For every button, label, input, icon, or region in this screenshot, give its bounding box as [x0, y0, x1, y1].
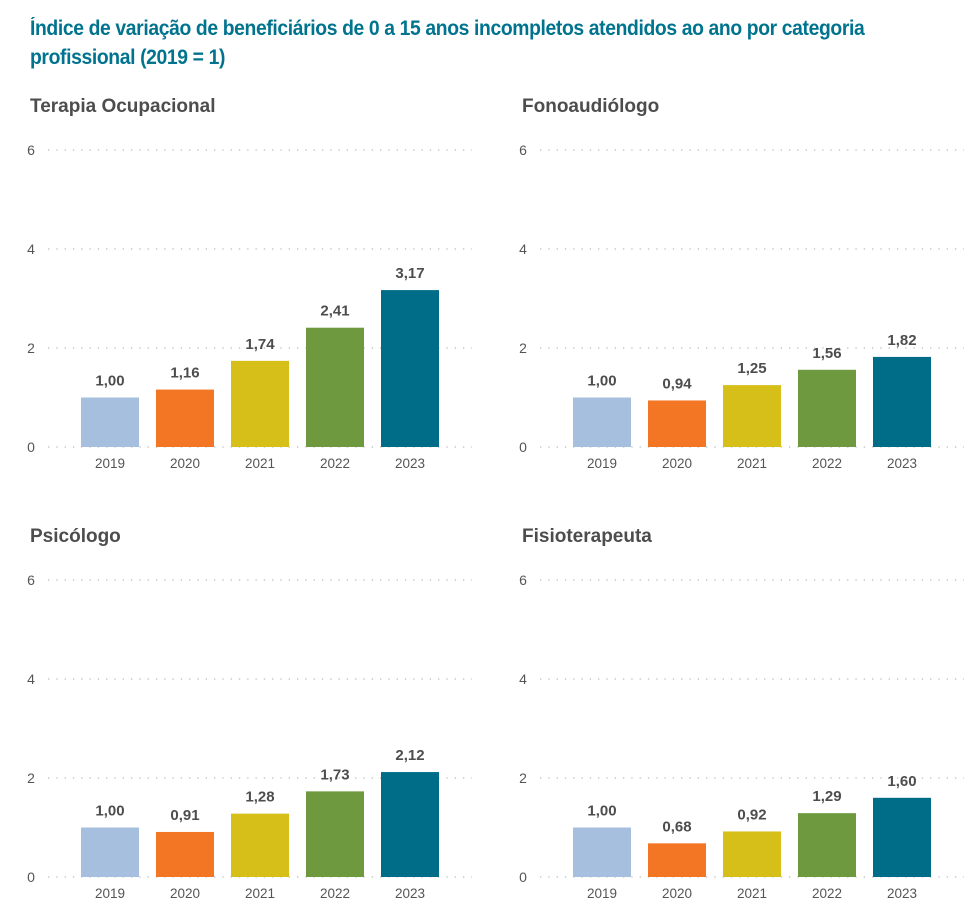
value-label: 0,94: [662, 375, 692, 392]
bar-2022: [306, 327, 364, 447]
bar-2023: [381, 772, 439, 877]
value-label: 3,17: [395, 265, 424, 282]
value-label: 1,16: [170, 365, 199, 382]
bar-2020: [156, 389, 214, 447]
bar-2021: [723, 831, 781, 877]
value-label: 0,92: [737, 806, 766, 823]
y-tick-label: 0: [27, 439, 35, 455]
bar-2023: [381, 290, 439, 447]
x-tick-label: 2020: [170, 456, 200, 471]
bar-2019: [81, 397, 139, 447]
x-tick-label: 2021: [245, 886, 275, 901]
chart-title: Índice de variação de beneficiários de 0…: [30, 17, 865, 69]
bar-2019: [81, 827, 139, 877]
x-tick-label: 2022: [812, 456, 842, 471]
y-tick-label: 4: [519, 241, 527, 257]
bar-2021: [231, 813, 289, 877]
bar-2022: [306, 791, 364, 877]
x-tick-label: 2022: [320, 886, 350, 901]
value-label: 1,60: [887, 773, 916, 790]
value-label: 1,00: [587, 373, 616, 390]
y-tick-label: 0: [519, 869, 527, 885]
panel-title: Psicólogo: [30, 526, 121, 547]
x-tick-label: 2021: [245, 456, 275, 471]
x-tick-label: 2023: [395, 886, 425, 901]
panel-3: Psicólogo 0 2 4 6 1,00 2019 0,91 2020 1,28 2021 1,7…: [27, 526, 472, 901]
x-tick-label: 2019: [95, 886, 125, 901]
x-tick-label: 2023: [887, 456, 917, 471]
x-tick-label: 2020: [662, 886, 692, 901]
bar-2020: [156, 831, 214, 877]
y-tick-label: 2: [27, 340, 35, 356]
x-tick-label: 2019: [587, 886, 617, 901]
x-tick-label: 2019: [95, 456, 125, 471]
x-tick-label: 2020: [170, 886, 200, 901]
x-tick-label: 2022: [320, 456, 350, 471]
value-label: 1,28: [245, 789, 274, 806]
bar-2022: [798, 369, 856, 447]
value-label: 2,12: [395, 747, 424, 764]
panel-title: Fonoaudiólogo: [522, 96, 659, 117]
value-label: 1,73: [320, 766, 349, 783]
panel-1: Terapia Ocupacional 0 2 4 6 1,00 2019 1,16 2020 1…: [27, 96, 472, 471]
x-tick-label: 2023: [395, 456, 425, 471]
panel-2: Fonoaudiólogo 0 2 4 6 1,00 2019 0,94 2020 1,25 202…: [519, 96, 964, 471]
value-label: 1,56: [812, 345, 841, 362]
y-tick-label: 6: [27, 572, 35, 588]
value-label: 1,00: [587, 803, 616, 820]
value-label: 1,74: [245, 336, 275, 353]
bar-2019: [573, 397, 631, 447]
y-tick-label: 2: [519, 340, 527, 356]
y-tick-label: 4: [27, 671, 35, 687]
value-label: 1,00: [95, 803, 124, 820]
bar-2021: [723, 385, 781, 447]
y-tick-label: 4: [519, 671, 527, 687]
value-label: 1,82: [887, 332, 916, 349]
value-label: 2,41: [320, 303, 349, 320]
y-tick-label: 2: [519, 770, 527, 786]
bar-2023: [873, 797, 931, 877]
value-label: 0,68: [662, 818, 691, 835]
x-tick-label: 2021: [737, 886, 767, 901]
x-tick-label: 2023: [887, 886, 917, 901]
panel-title: Terapia Ocupacional: [30, 96, 215, 117]
bar-2019: [573, 827, 631, 877]
value-label: 1,25: [737, 360, 766, 377]
x-tick-label: 2020: [662, 456, 692, 471]
bar-2020: [648, 843, 706, 877]
bar-2020: [648, 400, 706, 447]
y-tick-label: 6: [27, 142, 35, 158]
value-label: 1,29: [812, 788, 841, 805]
y-tick-label: 0: [519, 439, 527, 455]
y-tick-label: 6: [519, 572, 527, 588]
panel-4: Fisioterapeuta 0 2 4 6 1,00 2019 0,68 2020 0,92 20…: [519, 526, 964, 901]
y-tick-label: 4: [27, 241, 35, 257]
x-tick-label: 2019: [587, 456, 617, 471]
value-label: 1,00: [95, 373, 124, 390]
y-tick-label: 6: [519, 142, 527, 158]
y-tick-label: 2: [27, 770, 35, 786]
bar-2021: [231, 360, 289, 447]
bar-2022: [798, 813, 856, 877]
x-tick-label: 2021: [737, 456, 767, 471]
x-tick-label: 2022: [812, 886, 842, 901]
y-tick-label: 0: [27, 869, 35, 885]
panel-title: Fisioterapeuta: [522, 526, 652, 547]
bar-2023: [873, 356, 931, 447]
value-label: 0,91: [170, 807, 199, 824]
